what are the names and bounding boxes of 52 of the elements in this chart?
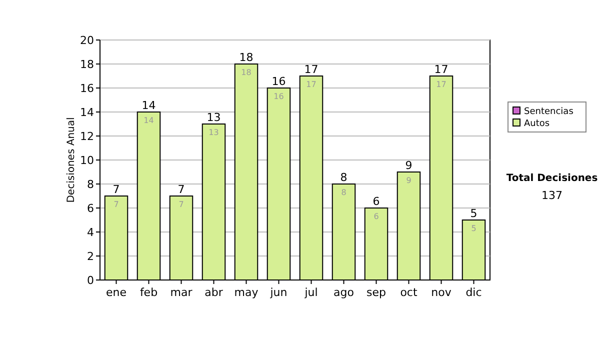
y-tick-label: 0 xyxy=(87,274,94,287)
legend-label: Sentencias xyxy=(524,107,574,117)
x-tick-label: mar xyxy=(170,286,193,299)
text: 137 xyxy=(542,189,562,202)
text: Total Decisiones xyxy=(506,173,598,184)
total-label: 7 xyxy=(178,183,185,196)
x-tick-label: abr xyxy=(204,286,224,299)
data-label: 16 xyxy=(274,92,284,101)
x-tick-label: dic xyxy=(466,286,482,299)
x-tick-label: jul xyxy=(304,286,318,299)
legend-label: Autos xyxy=(524,119,550,129)
total-label: 13 xyxy=(206,111,221,124)
x-tick-label: jun xyxy=(269,286,288,299)
data-label: 8 xyxy=(341,188,346,197)
x-tick-label: feb xyxy=(140,286,158,299)
x-tick-label: oct xyxy=(400,286,418,299)
data-label: 7 xyxy=(114,200,119,209)
y-tick-label: 18 xyxy=(80,58,94,71)
total-label: 7 xyxy=(112,183,120,196)
data-label: 17 xyxy=(306,80,316,89)
total-label: 18 xyxy=(239,51,254,64)
data-label: 14 xyxy=(144,116,154,125)
total-label: 17 xyxy=(434,63,448,76)
total-label: 5 xyxy=(470,207,478,220)
x-tick-label: ago xyxy=(334,286,354,299)
x-tick-label: ene xyxy=(106,286,127,299)
total-label: 9 xyxy=(405,159,412,172)
data-label: 18 xyxy=(241,68,252,77)
y-axis-title: Decisiones Anual xyxy=(66,117,77,203)
data-label: 7 xyxy=(178,200,184,209)
data-label: 13 xyxy=(208,128,219,137)
x-tick-label: may xyxy=(234,286,259,299)
y-tick-label: 14 xyxy=(80,106,94,119)
y-tick-label: 4 xyxy=(87,226,94,239)
total-label: 6 xyxy=(372,195,380,208)
total-label: 16 xyxy=(272,75,286,88)
data-label: 17 xyxy=(436,80,446,89)
y-tick-label: 20 xyxy=(80,34,94,47)
y-tick-label: 10 xyxy=(80,154,94,167)
data-label: 6 xyxy=(374,212,379,221)
total-label: 8 xyxy=(340,171,348,184)
y-tick-label: 16 xyxy=(80,82,94,95)
y-tick-label: 12 xyxy=(80,130,94,143)
x-tick-label: nov xyxy=(431,286,452,299)
y-tick-label: 6 xyxy=(87,202,94,215)
y-tick-label: 2 xyxy=(87,250,94,263)
y-tick-label: 8 xyxy=(87,178,94,191)
x-tick-label: sep xyxy=(366,286,386,299)
data-label: 5 xyxy=(471,224,476,233)
total-label: 17 xyxy=(304,63,318,76)
data-label: 9 xyxy=(406,176,412,185)
total-label: 14 xyxy=(142,99,156,112)
